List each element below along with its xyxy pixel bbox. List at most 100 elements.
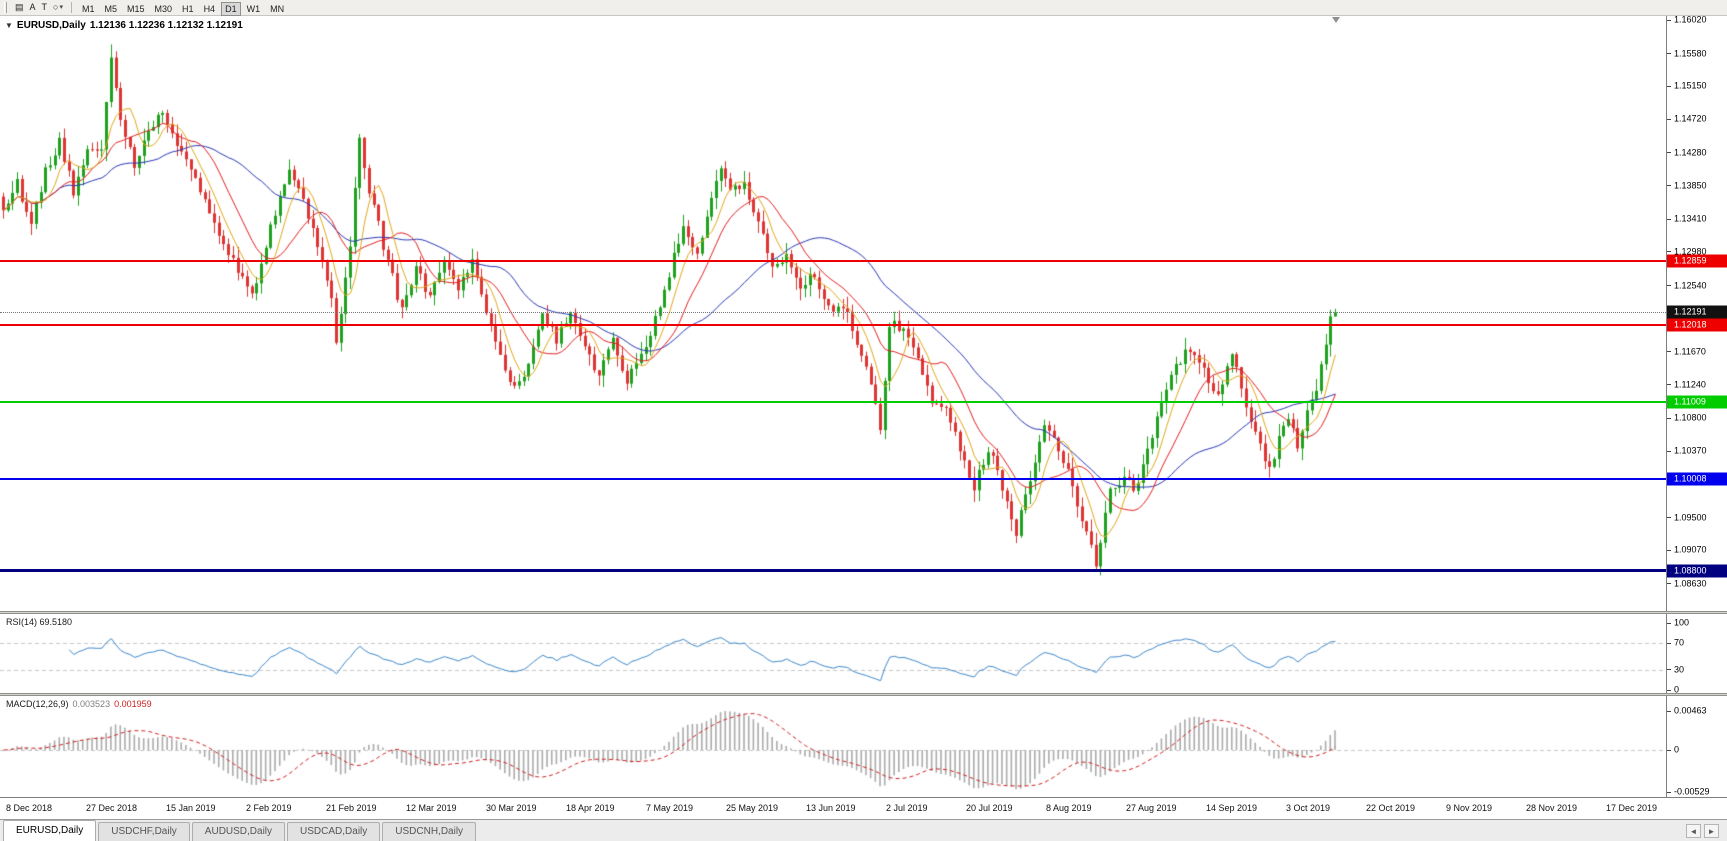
horizontal-level-line[interactable] <box>0 569 1666 573</box>
date-axis-label: 22 Oct 2019 <box>1366 803 1416 813</box>
tab-audusd-daily[interactable]: AUDUSD,Daily <box>191 822 286 841</box>
date-axis-label: 28 Nov 2019 <box>1526 803 1578 813</box>
date-axis-label: 12 Mar 2019 <box>406 803 457 813</box>
macd-main-value: 0.003523 <box>72 699 111 709</box>
price-tick <box>1667 549 1671 551</box>
rsi-scale-label: 70 <box>1674 637 1685 648</box>
price-tick <box>1667 218 1671 220</box>
panel-divider[interactable] <box>0 693 1727 696</box>
price-tick <box>1667 185 1671 187</box>
timeframe-button-m15[interactable]: M15 <box>127 3 145 14</box>
date-axis-label: 17 Dec 2019 <box>1606 803 1658 813</box>
price-axis-label: 1.09070 <box>1674 544 1707 555</box>
macd-scale-label: -0.00529 <box>1674 786 1710 797</box>
tab-eurusd-daily[interactable]: EURUSD,Daily <box>3 820 97 841</box>
chart-grid-icon[interactable]: ▤ <box>15 2 24 12</box>
price-tick <box>1667 351 1671 353</box>
macd-scale-tick <box>1667 791 1671 793</box>
level-price-badge: 1.11009 <box>1667 395 1727 409</box>
price-tick <box>1667 450 1671 452</box>
date-axis-label: 27 Aug 2019 <box>1126 803 1177 813</box>
timeframe-button-h4[interactable]: H4 <box>203 3 216 14</box>
shapes-tool-button[interactable]: ○ ▾ <box>50 1 66 15</box>
timeframe-button-h1[interactable]: H1 <box>182 3 194 14</box>
price-axis[interactable]: 1.16020 1.15580 1.15150 1.14720 1.14280 1.138… <box>1666 14 1727 797</box>
horizontal-level-line[interactable] <box>0 324 1666 327</box>
toolbar-grip[interactable] <box>4 2 7 13</box>
price-axis-label: 1.12540 <box>1674 280 1707 291</box>
chart-symbol: EURUSD,Daily <box>16 20 86 31</box>
price-tick <box>1667 583 1671 585</box>
macd-name: MACD(12,26,9) <box>6 699 69 709</box>
level-price-badge: 1.08800 <box>1667 564 1727 578</box>
time-axis[interactable]: 8 Dec 2018 27 Dec 2018 15 Jan 2019 2 Feb 20… <box>0 797 1727 819</box>
price-axis-label: 1.13410 <box>1674 213 1707 224</box>
chart-ohlc-values: 1.12136 1.12236 1.12132 1.12191 <box>89 20 243 31</box>
horizontal-level-line[interactable] <box>0 477 1666 480</box>
date-axis-label: 20 Jul 2019 <box>966 803 1013 813</box>
date-axis-label: 13 Jun 2019 <box>806 803 856 813</box>
price-tick <box>1667 53 1671 55</box>
price-axis-label: 1.14280 <box>1674 147 1707 158</box>
tabs-scroll-controls: ◄ ► <box>1686 820 1727 841</box>
rsi-scale-label: 100 <box>1674 617 1690 628</box>
current-price-badge: 1.12191 <box>1667 305 1727 319</box>
level-price-badge: 1.10008 <box>1667 472 1727 486</box>
date-axis-label: 14 Sep 2019 <box>1206 803 1258 813</box>
tabs-scroll-right-icon[interactable]: ► <box>1704 823 1719 838</box>
toolbar: ▤ A T ○ ▾ M1 M5 M15 M30 H1 H4 D1 W1 MN <box>0 0 1727 16</box>
price-axis-label: 1.09500 <box>1674 512 1707 523</box>
rsi-scale-tick <box>1667 642 1671 644</box>
timeframe-button-mn[interactable]: MN <box>270 3 285 14</box>
date-axis-label: 2 Jul 2019 <box>886 803 928 813</box>
price-tick <box>1667 251 1671 253</box>
tab-usdcnh-daily[interactable]: USDCNH,Daily <box>382 822 477 841</box>
chart-tabs-bar: EURUSD,Daily USDCHF,Daily AUDUSD,Daily USDC… <box>0 819 1727 841</box>
level-price-badge: 1.12018 <box>1667 318 1727 332</box>
text-tool-icon[interactable]: T <box>41 2 48 12</box>
price-axis-label: 1.11670 <box>1674 346 1706 357</box>
timeframe-button-m30[interactable]: M30 <box>154 3 173 14</box>
tabs-scroll-left-icon[interactable]: ◄ <box>1686 823 1701 838</box>
price-axis-label: 1.08630 <box>1674 578 1707 589</box>
macd-signal-value: 0.001959 <box>114 699 152 709</box>
rsi-scale-tick <box>1667 622 1671 624</box>
timeframe-button-w1[interactable]: W1 <box>246 3 261 14</box>
price-axis-label: 1.11240 <box>1674 379 1706 390</box>
date-axis-label: 18 Apr 2019 <box>566 803 615 813</box>
date-axis-label: 9 Nov 2019 <box>1446 803 1493 813</box>
timeframe-button-m5[interactable]: M5 <box>104 3 118 14</box>
tab-usdchf-daily[interactable]: USDCHF,Daily <box>98 822 190 841</box>
date-axis-label: 2 Feb 2019 <box>246 803 292 813</box>
timeframe-button-m1[interactable]: M1 <box>81 3 95 14</box>
text-label-tool-icon[interactable]: A <box>29 2 36 12</box>
price-tick <box>1667 85 1671 87</box>
date-axis-label: 25 May 2019 <box>726 803 779 813</box>
chart-title: ▼ EURUSD,Daily 1.12136 1.12236 1.12132 1.1… <box>5 20 247 31</box>
price-tick <box>1667 417 1671 419</box>
shapes-icon: ○ <box>53 2 59 12</box>
tab-usdcad-daily[interactable]: USDCAD,Daily <box>287 822 381 841</box>
macd-scale-label: 0 <box>1674 744 1680 755</box>
date-axis-label: 21 Feb 2019 <box>326 803 377 813</box>
rsi-scale-label: 30 <box>1674 664 1685 675</box>
panel-divider[interactable] <box>0 611 1727 614</box>
date-axis-label: 30 Mar 2019 <box>486 803 537 813</box>
price-axis-label: 1.14720 <box>1674 113 1707 124</box>
chart-shift-marker <box>1332 17 1340 23</box>
timeframe-button-d1[interactable]: D1 <box>221 1 241 16</box>
chart-tabs: EURUSD,Daily USDCHF,Daily AUDUSD,Daily USDC… <box>3 820 478 841</box>
horizontal-level-line[interactable] <box>0 260 1666 263</box>
price-axis-label: 1.16020 <box>1674 14 1707 25</box>
date-axis-label: 8 Dec 2018 <box>6 803 53 813</box>
macd-indicator-label: MACD(12,26,9) 0.003523 0.001959 <box>6 699 152 709</box>
toolbar-separator <box>70 2 72 13</box>
price-axis-label: 1.12980 <box>1674 246 1707 257</box>
horizontal-level-line[interactable] <box>0 401 1666 404</box>
one-click-trading-arrow[interactable]: ▼ <box>5 21 13 30</box>
date-axis-label: 15 Jan 2019 <box>166 803 216 813</box>
macd-scale-label: 0.00463 <box>1674 705 1707 716</box>
date-axis-label: 7 May 2019 <box>646 803 694 813</box>
